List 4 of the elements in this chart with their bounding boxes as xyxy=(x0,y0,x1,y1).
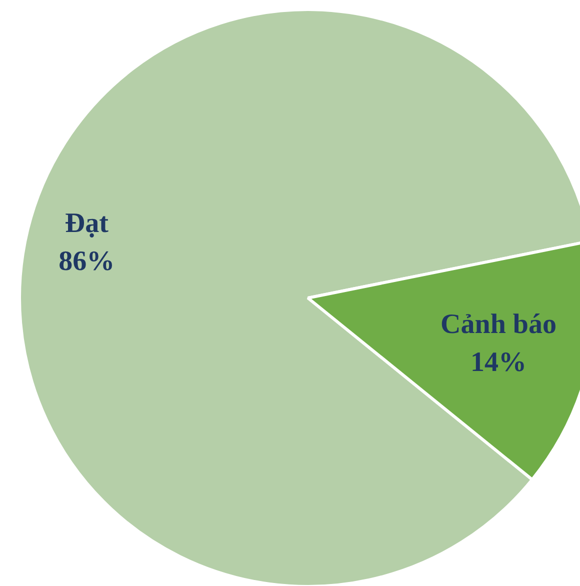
data-label: 14% xyxy=(470,347,527,378)
slice-label: Đạt xyxy=(64,208,110,239)
slice-label: Cảnh báo xyxy=(440,309,556,340)
data-label: 86% xyxy=(58,246,115,277)
